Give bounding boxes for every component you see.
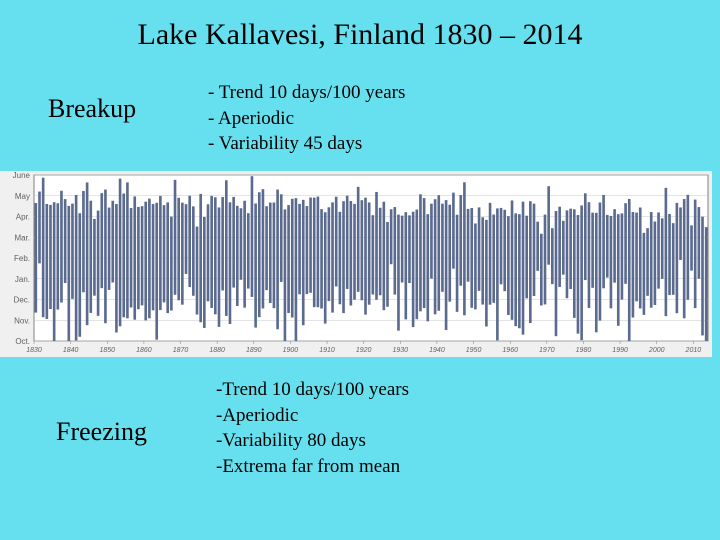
- svg-text:1940: 1940: [429, 347, 445, 354]
- svg-text:2000: 2000: [648, 347, 665, 354]
- ice-duration-chart: Oct. Nov. Dec. Jan. Feb. Mar. Apr. May June 1830 1…: [0, 171, 712, 357]
- svg-text:1900: 1900: [283, 347, 299, 354]
- svg-text:1980: 1980: [576, 347, 592, 354]
- svg-text:1890: 1890: [246, 347, 262, 354]
- freezing-label: Freezing: [56, 377, 216, 447]
- svg-text:Dec.: Dec.: [14, 295, 30, 304]
- list-item: Variability 80 days: [216, 428, 409, 454]
- list-item: Variability 45 days: [208, 131, 405, 157]
- svg-text:June: June: [13, 171, 31, 180]
- svg-text:1950: 1950: [466, 347, 482, 354]
- list-item: Trend 10 days/100 years: [216, 377, 409, 403]
- svg-text:1960: 1960: [502, 347, 518, 354]
- page-title: Lake Kallavesi, Finland 1830 – 2014: [0, 0, 720, 52]
- svg-text:Mar.: Mar.: [14, 233, 30, 242]
- list-item: Aperiodic: [208, 106, 405, 132]
- svg-text:1970: 1970: [539, 347, 555, 354]
- svg-text:1830: 1830: [26, 347, 42, 354]
- breakup-section: Breakup Trend 10 days/100 yearsAperiodic…: [0, 80, 720, 157]
- breakup-list: Trend 10 days/100 yearsAperiodicVariabil…: [208, 80, 405, 157]
- list-item: Extrema far from mean: [216, 454, 409, 480]
- svg-text:Oct.: Oct.: [15, 337, 30, 346]
- svg-text:Nov.: Nov.: [14, 316, 30, 325]
- svg-text:1870: 1870: [173, 347, 189, 354]
- svg-text:1910: 1910: [319, 347, 335, 354]
- svg-text:Apr.: Apr.: [16, 212, 30, 221]
- svg-text:Feb.: Feb.: [14, 254, 30, 263]
- svg-text:Jan.: Jan.: [15, 275, 30, 284]
- breakup-label: Breakup: [48, 80, 208, 124]
- list-item: Aperiodic: [216, 403, 409, 429]
- svg-text:1840: 1840: [63, 347, 79, 354]
- svg-text:1880: 1880: [209, 347, 225, 354]
- svg-text:2010: 2010: [685, 347, 702, 354]
- svg-text:1990: 1990: [612, 347, 628, 354]
- freezing-section: Freezing Trend 10 days/100 yearsAperiodi…: [0, 377, 720, 480]
- svg-text:1920: 1920: [356, 347, 372, 354]
- svg-text:May: May: [15, 192, 30, 201]
- chart-container: Oct. Nov. Dec. Jan. Feb. Mar. Apr. May June 1830 1…: [0, 171, 720, 357]
- svg-text:1860: 1860: [136, 347, 152, 354]
- list-item: Trend 10 days/100 years: [208, 80, 405, 106]
- svg-text:1850: 1850: [99, 347, 115, 354]
- freezing-list: Trend 10 days/100 yearsAperiodicVariabil…: [216, 377, 409, 480]
- svg-text:1930: 1930: [393, 347, 409, 354]
